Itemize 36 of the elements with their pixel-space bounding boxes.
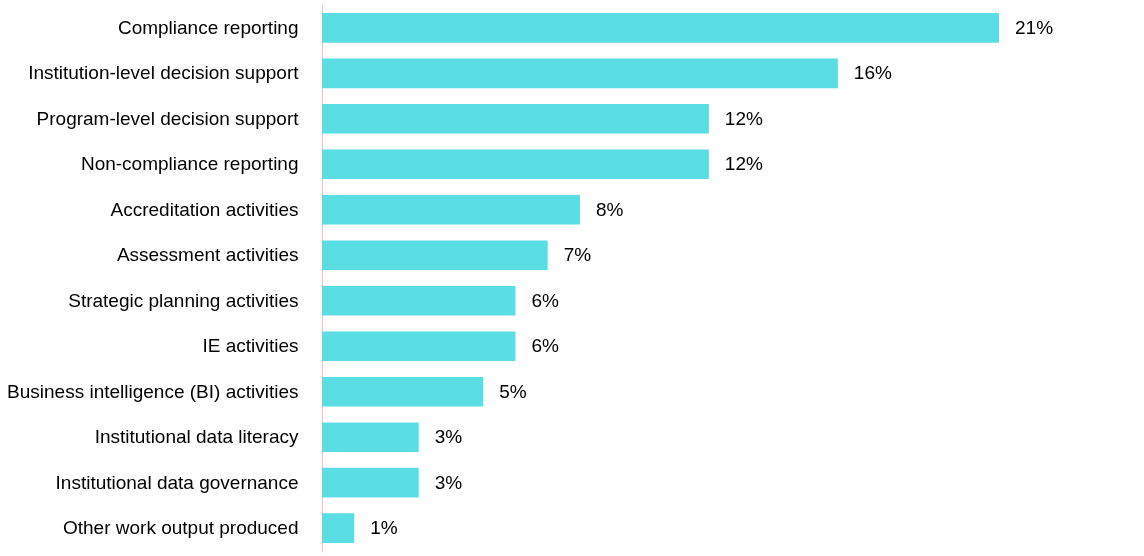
bar [322, 285, 516, 316]
data-label: 12% [724, 153, 763, 175]
data-label: 7% [563, 244, 592, 266]
bar [322, 149, 709, 180]
y-tick-label: Business intelligence (BI) activities [7, 380, 299, 402]
y-tick-label: Accreditation activities [110, 198, 299, 220]
bar [322, 13, 999, 43]
data-label: 16% [853, 62, 892, 84]
data-label: 3% [434, 426, 463, 448]
y-tick-label: Institution-level decision support [28, 62, 300, 84]
data-label: 5% [499, 380, 527, 402]
bar [322, 195, 580, 225]
data-label: 8% [595, 198, 624, 220]
bar [322, 331, 516, 361]
y-tick-label: Assessment activities [116, 244, 299, 266]
bar [322, 104, 709, 134]
y-tick-label: Compliance reporting [117, 16, 299, 38]
data-label: 21% [1015, 16, 1054, 38]
bar [322, 240, 548, 271]
y-tick-label: IE activities [202, 335, 299, 357]
data-label: 12% [724, 107, 763, 129]
y-tick-label: Program-level decision support [36, 107, 300, 129]
data-label: 3% [434, 471, 463, 493]
bar [322, 513, 355, 543]
data-label: 6% [531, 335, 559, 357]
y-tick-label: Institutional data governance [55, 471, 299, 493]
data-label: 6% [531, 289, 559, 311]
bar [322, 422, 419, 452]
y-tick-label: Strategic planning activities [68, 289, 299, 311]
y-tick-label: Institutional data literacy [94, 426, 299, 448]
y-tick-label: Other work output produced [62, 517, 299, 539]
bar [322, 376, 484, 407]
y-tick-label: Non-compliance reporting [80, 153, 299, 175]
bar [322, 467, 419, 498]
bar [322, 58, 838, 89]
data-label: 1% [370, 517, 398, 539]
